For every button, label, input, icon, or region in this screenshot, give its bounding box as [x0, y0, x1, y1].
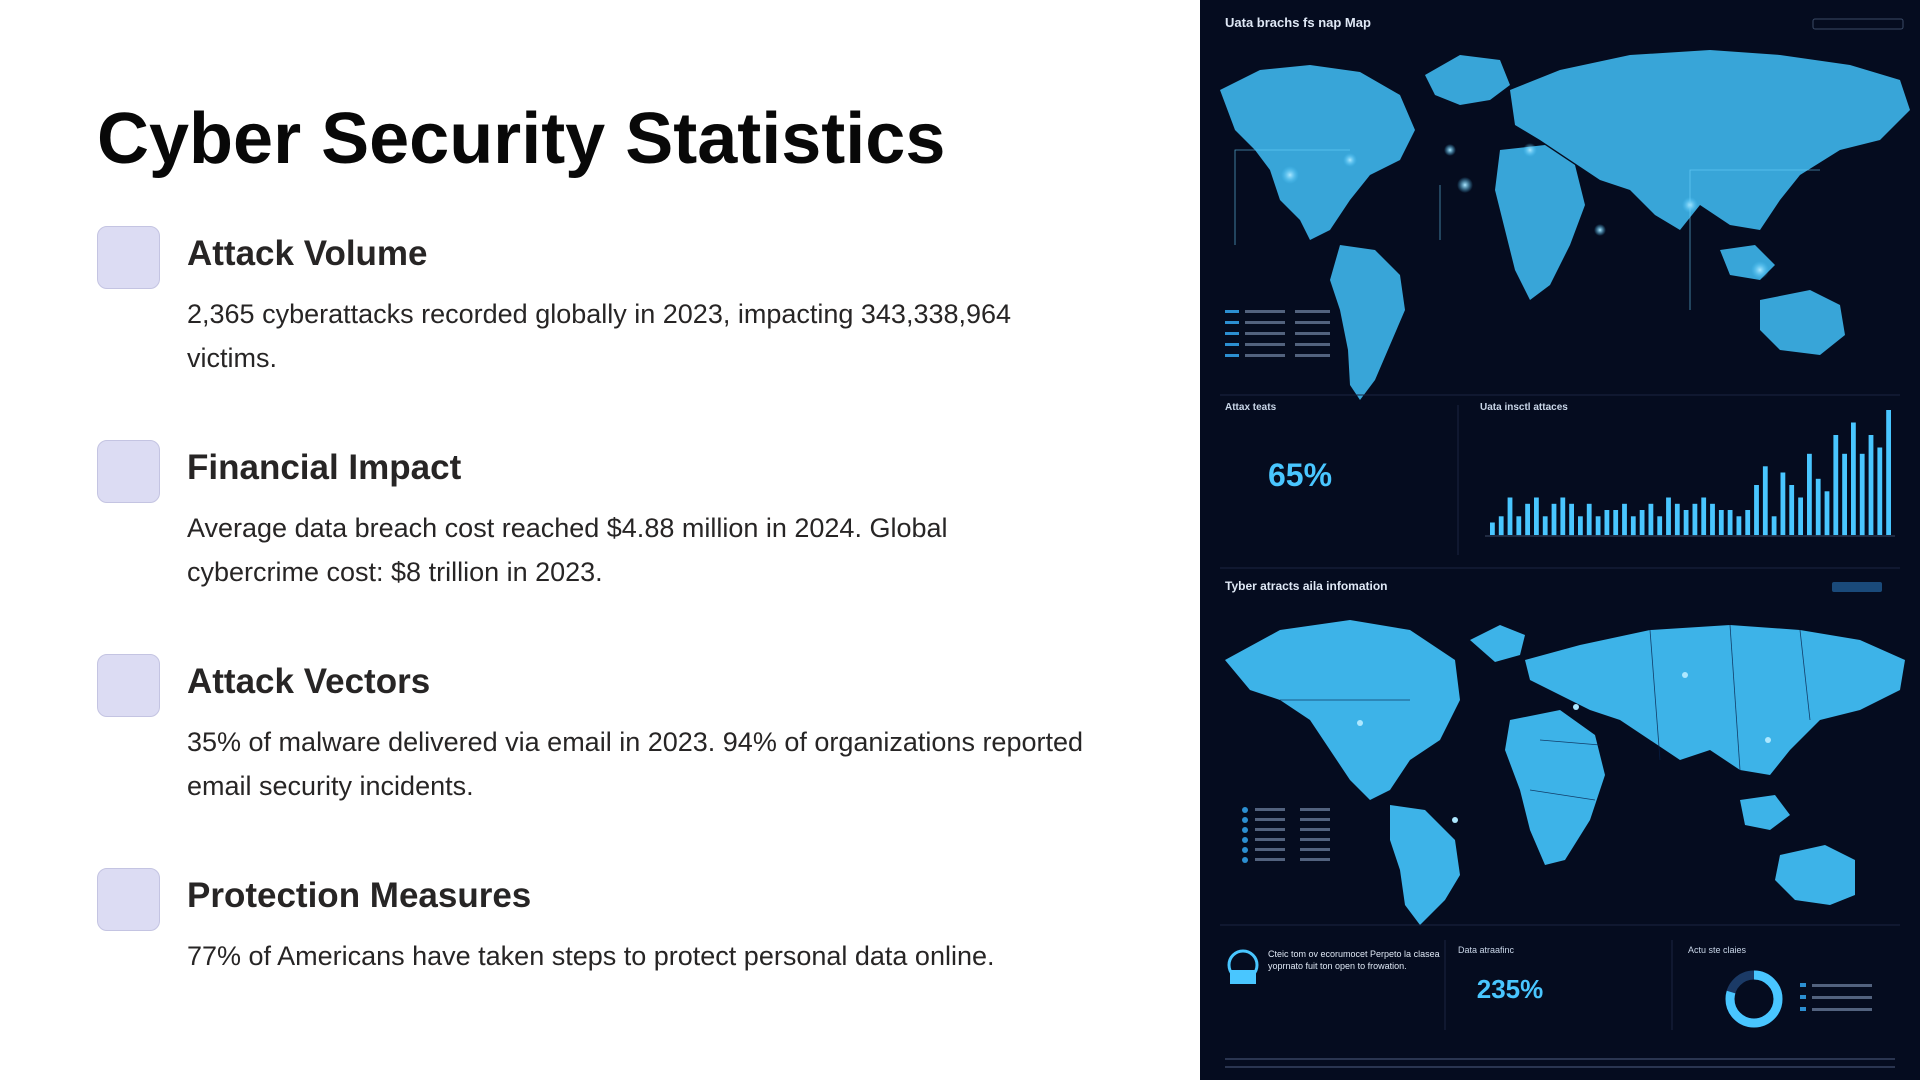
bar	[1877, 447, 1883, 535]
attack-stats-value: 65%	[1268, 457, 1332, 493]
bar	[1815, 478, 1821, 536]
donut-label: Actu ste claies	[1688, 945, 1747, 955]
connection-lines	[1234, 149, 1820, 310]
bar	[1780, 472, 1786, 535]
bullet-square-icon	[97, 654, 160, 717]
bar	[1542, 516, 1548, 536]
bar	[1516, 516, 1522, 536]
info-legend-text	[1255, 808, 1330, 861]
bar	[1771, 516, 1777, 536]
stat-heading: Attack Vectors	[187, 662, 431, 701]
bar	[1718, 510, 1724, 535]
stat-heading: Financial Impact	[187, 448, 462, 487]
bullet-square-icon	[97, 440, 160, 503]
bar	[1630, 516, 1636, 536]
bar	[1595, 516, 1601, 536]
bar	[1648, 503, 1654, 536]
bar	[1824, 491, 1830, 536]
bar	[1622, 503, 1627, 536]
bar	[1842, 453, 1847, 536]
content-column: Cyber Security Statistics Attack Volume …	[97, 99, 1084, 971]
bar	[1560, 497, 1566, 535]
bar	[1745, 510, 1751, 535]
attack-stats-label: Attax teats	[1225, 402, 1277, 413]
stat-description: 77% of Americans have taken steps to pro…	[187, 941, 995, 971]
lock-user-icon	[1227, 949, 1259, 984]
bar	[1868, 435, 1874, 535]
bar	[1736, 516, 1742, 536]
bar-chart	[1485, 410, 1895, 537]
stat-description: Average data breach cost reached $4.88 m…	[187, 513, 948, 587]
footer-fine-print	[1225, 1058, 1895, 1068]
bar	[1578, 516, 1583, 536]
donut-chart	[1725, 970, 1783, 1028]
bottom-left-text-wrapper: Cteic tom ov ecorumocet Perpeto la clase…	[1268, 949, 1440, 971]
bar	[1727, 510, 1733, 535]
map-legend	[1225, 310, 1239, 357]
bar	[1851, 422, 1856, 535]
bar	[1833, 435, 1839, 535]
map-legend-text	[1245, 310, 1330, 357]
donut-legend	[1800, 983, 1806, 1011]
bar	[1604, 510, 1610, 535]
bar	[1657, 516, 1663, 536]
data-value: 235%	[1477, 974, 1544, 1004]
world-map-top	[1220, 50, 1910, 400]
bar	[1613, 510, 1619, 535]
bar	[1692, 503, 1698, 536]
world-map-bottom	[1225, 620, 1905, 925]
bar	[1551, 503, 1557, 536]
bar	[1490, 522, 1495, 535]
toolbar-controls	[1812, 18, 1904, 30]
bar	[1701, 497, 1707, 535]
page-title: Cyber Security Statistics	[97, 99, 946, 179]
map-title: Uata brachs fs nap Map	[1225, 15, 1371, 30]
data-label: Data atraafinc	[1458, 945, 1515, 955]
bar	[1754, 485, 1759, 535]
stat-heading: Attack Volume	[187, 234, 428, 273]
bullet-square-icon	[97, 868, 160, 931]
bar	[1666, 497, 1671, 535]
bar-panel-label: Uata insctl attaces	[1480, 402, 1568, 413]
bar	[1674, 503, 1680, 536]
bar	[1807, 453, 1812, 536]
bar	[1683, 510, 1689, 535]
bar	[1886, 410, 1891, 535]
bar	[1586, 503, 1592, 536]
bar	[1534, 497, 1539, 535]
bar	[1525, 503, 1530, 536]
bar	[1569, 503, 1574, 536]
bar	[1789, 485, 1795, 535]
bar	[1507, 497, 1513, 535]
bar	[1639, 510, 1645, 535]
donut-legend-text	[1812, 984, 1872, 1011]
country-borders	[1280, 624, 1811, 801]
info-legend	[1242, 807, 1248, 863]
bar	[1762, 466, 1768, 536]
stat-description: 2,365 cyberattacks recorded globally in …	[187, 299, 1012, 373]
dashboard-illustration: Uata brachs fs nap Map	[1200, 0, 1920, 1080]
bullet-square-icon	[97, 226, 160, 289]
stat-description: 35% of malware delivered via email in 20…	[187, 727, 1084, 801]
bar	[1798, 497, 1803, 535]
bar	[1498, 516, 1504, 536]
map-markers	[1357, 672, 1771, 823]
stat-heading: Protection Measures	[187, 876, 532, 915]
info-title: Tyber atracts aila infomation	[1225, 579, 1388, 593]
bar	[1710, 503, 1715, 536]
dashboard-image: Uata brachs fs nap Map	[1200, 0, 1920, 1080]
bar	[1859, 453, 1865, 536]
bottom-left-text: Cteic tom ov ecorumocet Perpeto la clase…	[1268, 949, 1440, 971]
info-toggle	[1832, 582, 1882, 592]
